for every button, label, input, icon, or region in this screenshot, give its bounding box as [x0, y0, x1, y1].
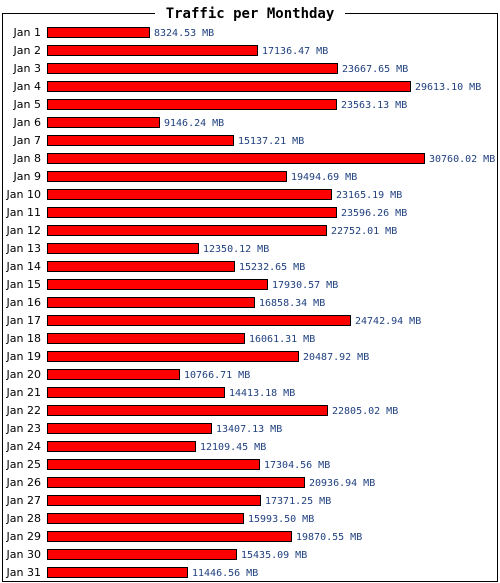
value-label: 29613.10 MB [415, 82, 481, 93]
traffic-bar [47, 135, 234, 146]
value-label: 15232.65 MB [239, 262, 305, 273]
category-label: Jan 17 [6, 314, 41, 327]
traffic-bar [47, 387, 225, 398]
value-label: 13407.13 MB [216, 424, 282, 435]
category-label: Jan 3 [13, 62, 41, 75]
traffic-bar [47, 459, 260, 470]
value-label: 22805.02 MB [332, 406, 398, 417]
category-label: Jan 31 [6, 566, 41, 579]
traffic-bar [47, 567, 188, 578]
category-label: Jan 2 [13, 44, 41, 57]
traffic-bar [47, 297, 255, 308]
traffic-bar [47, 225, 327, 236]
traffic-bar [47, 171, 287, 182]
value-label: 9146.24 MB [164, 118, 224, 129]
traffic-bar [47, 549, 237, 560]
value-label: 17930.57 MB [272, 280, 338, 291]
category-label: Jan 12 [6, 224, 41, 237]
category-label: Jan 6 [13, 116, 41, 129]
category-label: Jan 25 [6, 458, 41, 471]
traffic-bar [47, 189, 332, 200]
traffic-bar [47, 243, 199, 254]
category-label: Jan 13 [6, 242, 41, 255]
category-label: Jan 10 [6, 188, 41, 201]
value-label: 24742.94 MB [355, 316, 421, 327]
value-label: 22752.01 MB [331, 226, 397, 237]
traffic-bar [47, 531, 292, 542]
value-label: 23596.26 MB [341, 208, 407, 219]
value-label: 15993.50 MB [248, 514, 314, 525]
category-label: Jan 15 [6, 278, 41, 291]
bar-rows: Jan 1 8324.53 MB Jan 2 17136.47 MB Jan 3 2366… [6, 26, 496, 579]
category-label: Jan 5 [13, 98, 41, 111]
value-label: 15137.21 MB [238, 136, 304, 147]
value-label: 23563.13 MB [341, 100, 407, 111]
category-label: Jan 4 [13, 80, 41, 93]
traffic-bar [47, 261, 235, 272]
category-label: Jan 8 [13, 152, 41, 165]
category-label: Jan 19 [6, 350, 41, 363]
value-label: 15435.09 MB [241, 550, 307, 561]
value-label: 17304.56 MB [264, 460, 330, 471]
traffic-bar [47, 279, 268, 290]
category-label: Jan 14 [6, 260, 41, 273]
traffic-bar [47, 315, 351, 326]
traffic-bar [47, 333, 245, 344]
chart-frame [2, 13, 498, 582]
category-label: Jan 20 [6, 368, 41, 381]
value-label: 12109.45 MB [200, 442, 266, 453]
value-label: 23165.19 MB [336, 190, 402, 201]
value-label: 16858.34 MB [259, 298, 325, 309]
category-label: Jan 27 [6, 494, 41, 507]
traffic-bar [47, 423, 212, 434]
traffic-bar [47, 45, 258, 56]
category-label: Jan 23 [6, 422, 41, 435]
traffic-bar [47, 27, 150, 38]
value-label: 20936.94 MB [309, 478, 375, 489]
traffic-bar [47, 477, 305, 488]
value-label: 8324.53 MB [154, 28, 214, 39]
traffic-bar [47, 441, 196, 452]
category-label: Jan 11 [6, 206, 41, 219]
traffic-bar [47, 207, 337, 218]
traffic-bar [47, 99, 337, 110]
traffic-bar [47, 369, 180, 380]
category-label: Jan 16 [6, 296, 41, 309]
category-label: Jan 30 [6, 548, 41, 561]
chart-title: Traffic per Monthday [166, 6, 335, 22]
traffic-bar [47, 495, 261, 506]
value-label: 12350.12 MB [203, 244, 269, 255]
category-label: Jan 21 [6, 386, 41, 399]
category-label: Jan 1 [13, 26, 41, 39]
value-label: 17371.25 MB [265, 496, 331, 507]
traffic-bar [47, 351, 299, 362]
value-label: 30760.02 MB [429, 154, 495, 165]
traffic-bar [47, 117, 160, 128]
category-label: Jan 24 [6, 440, 41, 453]
traffic-bar [47, 153, 425, 164]
traffic-bar [47, 81, 411, 92]
value-label: 14413.18 MB [229, 388, 295, 399]
value-label: 20487.92 MB [303, 352, 369, 363]
category-label: Jan 18 [6, 332, 41, 345]
category-label: Jan 29 [6, 530, 41, 543]
value-label: 19494.69 MB [291, 172, 357, 183]
category-label: Jan 26 [6, 476, 41, 489]
category-label: Jan 28 [6, 512, 41, 525]
traffic-bar [47, 513, 244, 524]
category-label: Jan 9 [13, 170, 41, 183]
value-label: 17136.47 MB [262, 46, 328, 57]
value-label: 23667.65 MB [342, 64, 408, 75]
value-label: 10766.71 MB [184, 370, 250, 381]
category-label: Jan 22 [6, 404, 41, 417]
value-label: 16061.31 MB [249, 334, 315, 345]
value-label: 19870.55 MB [296, 532, 362, 543]
traffic-bar [47, 63, 338, 74]
value-label: 11446.56 MB [192, 568, 258, 579]
category-label: Jan 7 [13, 134, 41, 147]
traffic-bar [47, 405, 328, 416]
